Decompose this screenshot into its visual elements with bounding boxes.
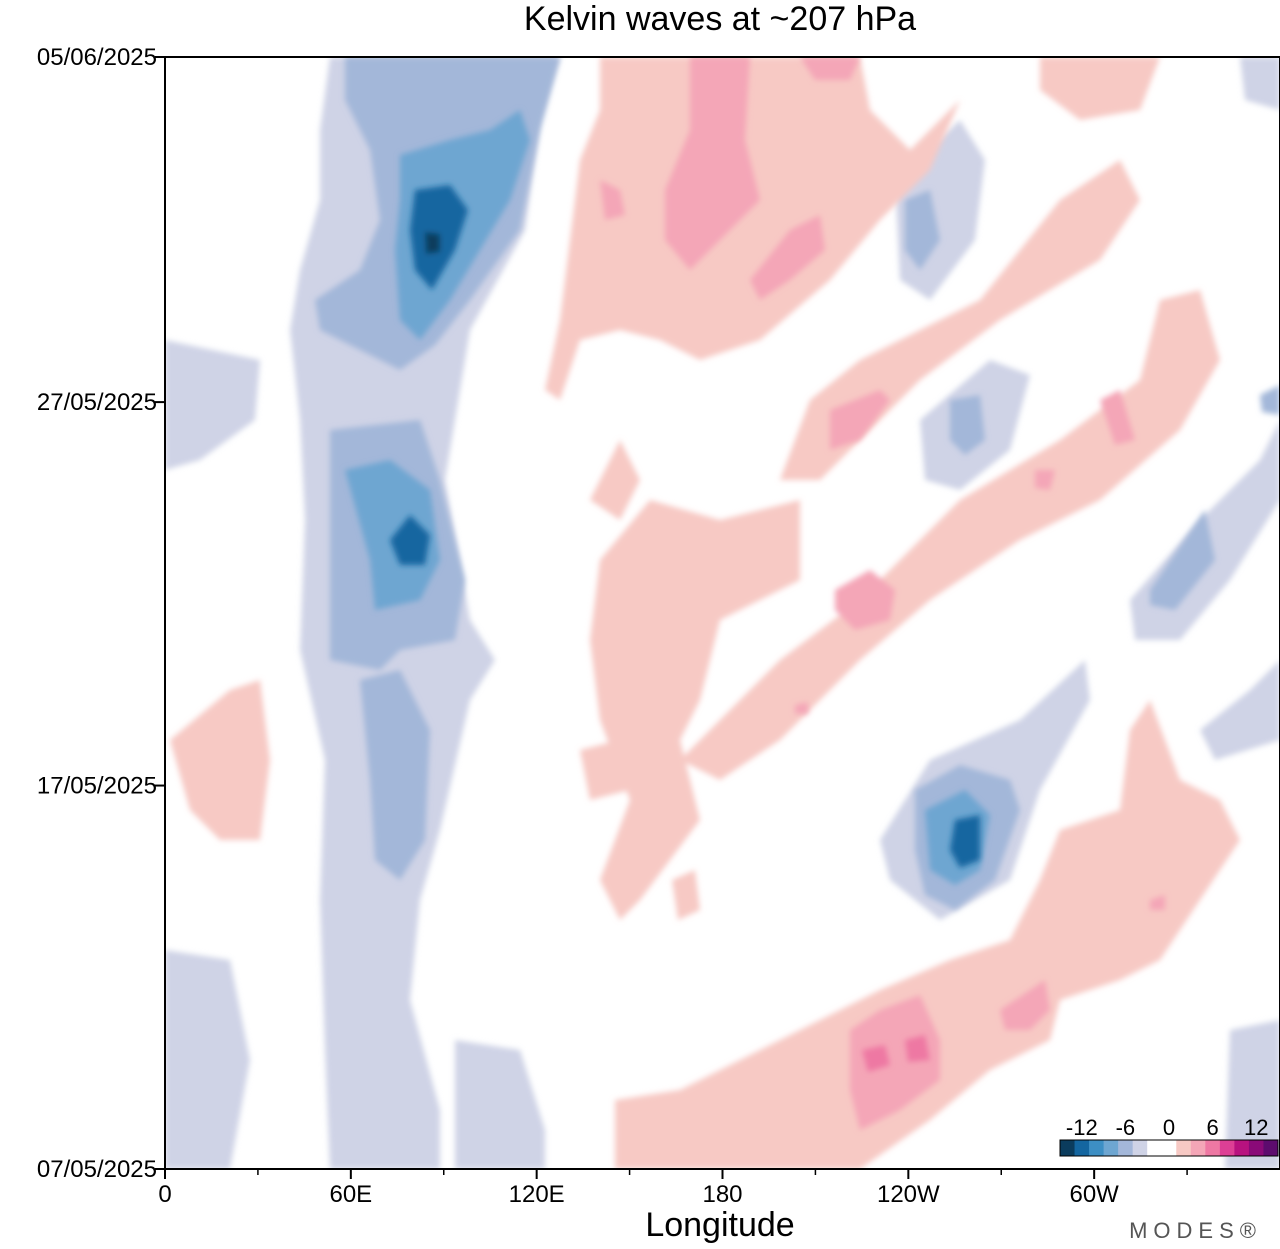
y-tick-label: 17/05/2025 [37, 773, 157, 800]
colorbar-swatch [1248, 1140, 1264, 1156]
y-tick-label: 07/05/2025 [37, 1156, 157, 1183]
colorbar-label: -6 [1116, 1115, 1136, 1140]
negative-anomaly-cores [390, 185, 980, 868]
colorbar-swatch [1089, 1140, 1105, 1156]
colorbar-label: -12 [1066, 1115, 1098, 1140]
colorbar-swatch [1263, 1140, 1279, 1156]
plot-area [165, 57, 1280, 1169]
y-tick-label: 05/06/2025 [37, 44, 157, 71]
chart-title: Kelvin waves at ~207 hPa [524, 0, 916, 38]
colorbar-swatch [1147, 1140, 1163, 1156]
x-tick-label: 180 [702, 1181, 742, 1208]
colorbar-swatch [1234, 1140, 1250, 1156]
y-axis: 07/05/2025 17/05/2025 27/05/2025 05/06/2025 [37, 44, 165, 1183]
x-tick-label: 120E [509, 1181, 565, 1208]
modes-logo: MODES® [1129, 1218, 1262, 1243]
x-axis-label: Longitude [645, 1206, 794, 1244]
positive-anomaly-cores-medium [600, 57, 1165, 1130]
colorbar-label: 12 [1244, 1115, 1268, 1140]
x-axis: 0 60E 120E 180 120W 60W [158, 1169, 1188, 1208]
colorbar-swatch [1176, 1140, 1192, 1156]
colorbar-swatch [1205, 1140, 1221, 1156]
colorbar-swatch [1161, 1140, 1177, 1156]
x-tick-label: 120W [877, 1181, 940, 1208]
colorbar-legend: -12 -6 0 6 12 [1059, 1115, 1279, 1157]
colorbar-swatch [1190, 1140, 1206, 1156]
colorbar-swatch [1118, 1140, 1134, 1156]
x-tick-label: 0 [158, 1181, 171, 1208]
colorbar-frame [1059, 1139, 1279, 1157]
colorbar-swatch [1103, 1140, 1119, 1156]
positive-anomaly-cores-strong [862, 1035, 930, 1072]
colorbar-label: 0 [1163, 1115, 1175, 1140]
colorbar-swatch [1219, 1140, 1235, 1156]
x-tick-label: 60E [329, 1181, 372, 1208]
y-tick-label: 27/05/2025 [37, 389, 157, 416]
x-tick-label: 60W [1069, 1181, 1119, 1208]
colorbar-swatch [1060, 1140, 1076, 1156]
colorbar-swatch [1074, 1140, 1090, 1156]
colorbar-label: 6 [1206, 1115, 1218, 1140]
colorbar-swatch [1132, 1140, 1148, 1156]
